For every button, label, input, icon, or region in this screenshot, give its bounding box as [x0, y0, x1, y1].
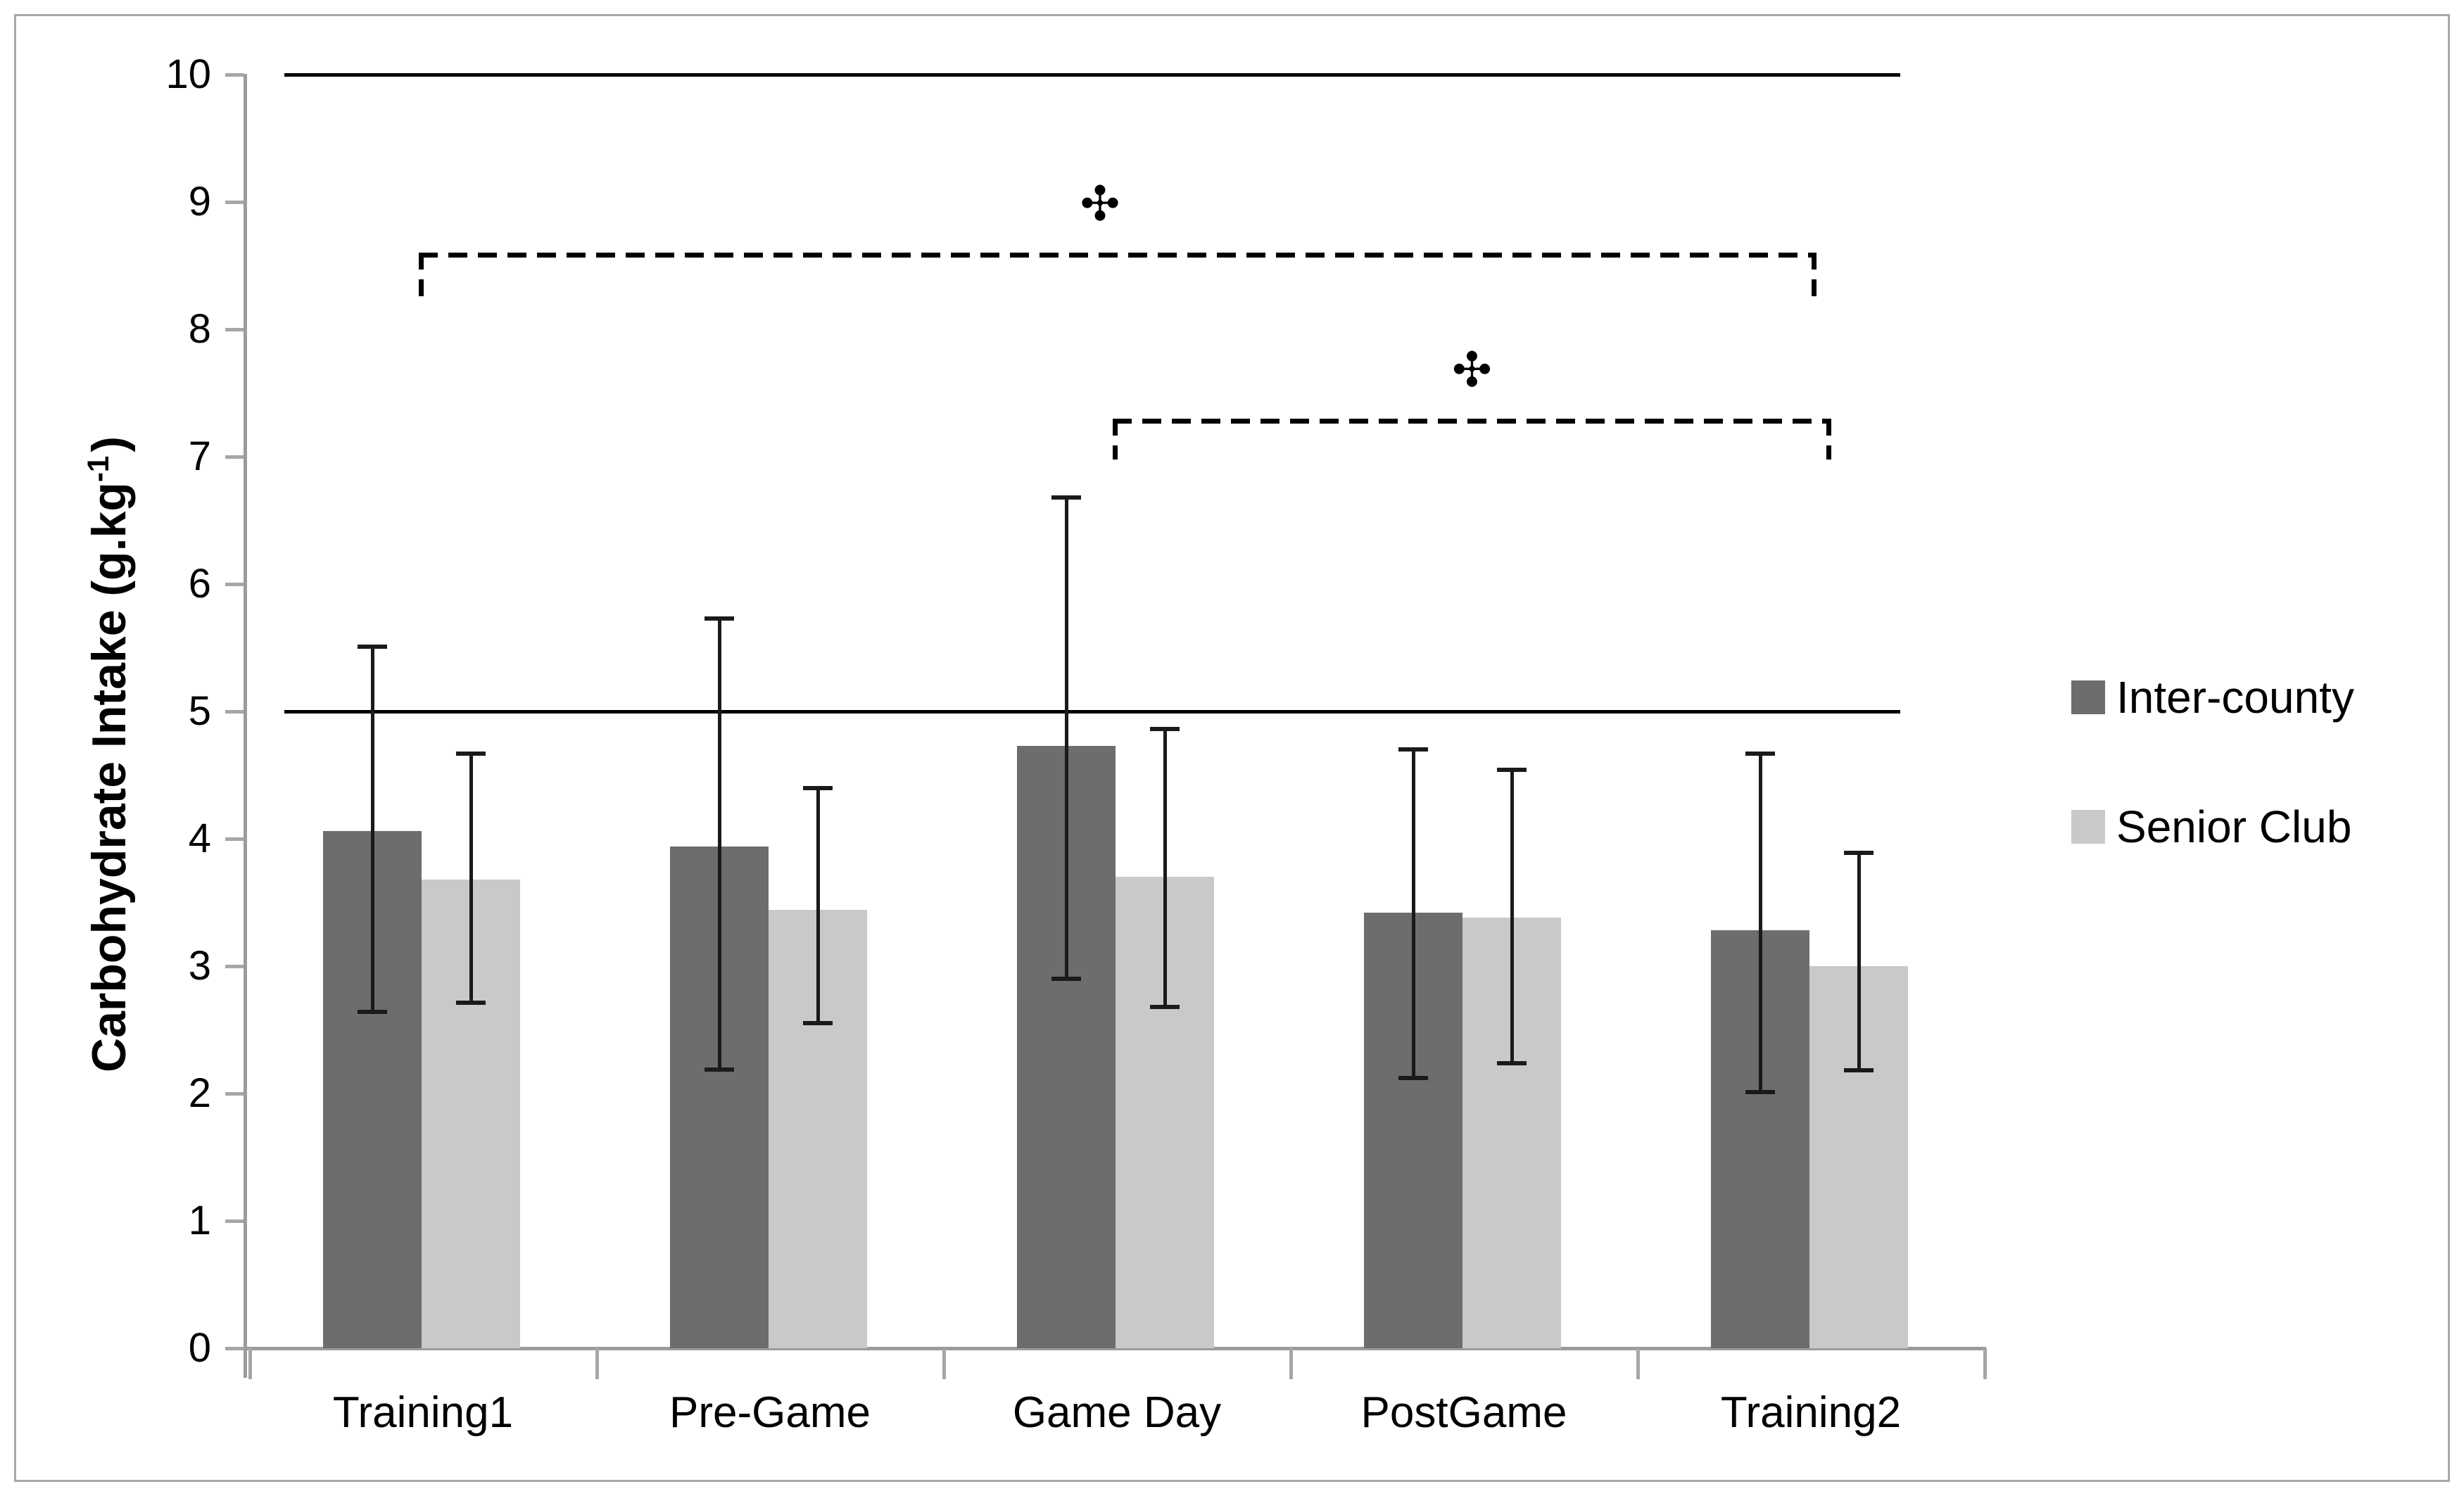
x-axis-tick: [248, 1348, 252, 1379]
y-tick-label: 8: [188, 306, 211, 352]
figure-border: [14, 14, 2450, 1482]
y-tick: [225, 837, 244, 841]
significance-bracket-2: [1113, 418, 1831, 424]
significance-bracket-2-right-end: [1826, 418, 1831, 459]
error-bar-senior-club-game-day: [1163, 729, 1167, 1007]
y-axis-line: [244, 74, 247, 1378]
error-bar-cap-top-inter-county-pre-game: [705, 616, 734, 621]
error-bar-senior-club-training1: [469, 753, 473, 1003]
y-tick-label: 5: [188, 688, 211, 734]
error-bar-cap-bottom-inter-county-training2: [1745, 1090, 1775, 1095]
reference-line-5: [284, 710, 1900, 714]
x-category-label-game-day: Game Day: [1012, 1388, 1222, 1437]
significance-bracket-2-left-end: [1113, 418, 1118, 459]
y-tick: [225, 455, 244, 459]
error-bar-cap-bottom-inter-county-pre-game: [705, 1067, 734, 1072]
legend-swatch-senior-club: [2071, 810, 2105, 844]
error-bar-inter-county-training2: [1759, 753, 1762, 1093]
y-tick: [225, 1347, 244, 1350]
y-tick-label: 7: [188, 433, 211, 479]
error-bar-cap-top-senior-club-game-day: [1150, 727, 1180, 732]
y-tick-label: 3: [188, 943, 211, 989]
legend-label-inter-county: Inter-county: [2116, 672, 2354, 723]
y-tick-label: 6: [188, 561, 211, 607]
significance-bracket-1-left-end: [419, 253, 424, 303]
y-tick: [225, 73, 244, 77]
significance-bracket-1: [419, 253, 1817, 258]
x-category-label-postgame: PostGame: [1360, 1388, 1567, 1437]
error-bar-cap-bottom-inter-county-postgame: [1398, 1076, 1428, 1081]
x-axis-tick: [1636, 1348, 1640, 1379]
error-bar-cap-top-senior-club-postgame: [1497, 768, 1527, 773]
y-tick-label: 2: [188, 1070, 211, 1116]
x-axis-tick: [595, 1348, 599, 1379]
error-bar-inter-county-game-day: [1065, 497, 1068, 980]
y-tick-label: 0: [188, 1325, 211, 1371]
x-category-label-training2: Training2: [1720, 1388, 1902, 1437]
legend-swatch-inter-county: [2071, 680, 2105, 714]
error-bar-cap-top-senior-club-training1: [456, 751, 486, 756]
error-bar-cap-bottom-senior-club-training1: [456, 1001, 486, 1006]
error-bar-cap-top-inter-county-game-day: [1051, 495, 1081, 500]
y-tick-label: 9: [188, 179, 211, 224]
error-bar-cap-bottom-senior-club-game-day: [1150, 1004, 1180, 1009]
error-bar-cap-bottom-senior-club-pre-game: [803, 1021, 833, 1026]
error-bar-cap-bottom-inter-county-training1: [358, 1010, 387, 1015]
error-bar-cap-bottom-senior-club-training2: [1844, 1068, 1874, 1073]
y-tick: [225, 965, 244, 968]
y-tick: [225, 583, 244, 586]
error-bar-cap-bottom-senior-club-postgame: [1497, 1060, 1527, 1065]
significance-asterisk-1: ✣: [1080, 177, 1120, 233]
y-tick-label: 10: [165, 51, 211, 97]
error-bar-cap-top-senior-club-pre-game: [803, 785, 833, 790]
x-axis-tick: [1983, 1348, 1987, 1379]
error-bar-inter-county-pre-game: [718, 618, 721, 1070]
error-bar-cap-top-inter-county-training2: [1745, 751, 1775, 756]
y-tick: [225, 1219, 244, 1223]
y-tick-label: 1: [188, 1198, 211, 1243]
y-tick: [225, 1092, 244, 1096]
error-bar-senior-club-postgame: [1510, 770, 1514, 1063]
legend-item-inter-county: Inter-county: [2071, 672, 2354, 723]
error-bar-cap-bottom-inter-county-game-day: [1051, 977, 1081, 982]
error-bar-cap-top-senior-club-training2: [1844, 850, 1874, 855]
error-bar-senior-club-training2: [1857, 852, 1861, 1071]
error-bar-cap-top-inter-county-postgame: [1398, 747, 1428, 752]
error-bar-inter-county-postgame: [1412, 749, 1415, 1079]
x-axis-tick: [942, 1348, 946, 1379]
y-tick: [225, 201, 244, 204]
x-category-label-pre-game: Pre-Game: [669, 1388, 871, 1437]
reference-line-10: [284, 73, 1900, 77]
error-bar-cap-top-inter-county-training1: [358, 644, 387, 649]
y-tick-label: 4: [188, 816, 211, 861]
error-bar-inter-county-training1: [371, 646, 374, 1013]
legend-item-senior-club: Senior Club: [2071, 801, 2351, 852]
x-axis-line: [244, 1347, 1986, 1350]
y-tick: [225, 328, 244, 331]
legend-label-senior-club: Senior Club: [2116, 801, 2352, 852]
x-axis-tick: [1289, 1348, 1293, 1379]
y-tick: [225, 710, 244, 714]
significance-bracket-1-right-end: [1812, 253, 1817, 303]
significance-asterisk-2: ✣: [1452, 342, 1492, 398]
error-bar-senior-club-pre-game: [816, 787, 820, 1024]
x-category-label-training1: Training1: [332, 1388, 514, 1437]
